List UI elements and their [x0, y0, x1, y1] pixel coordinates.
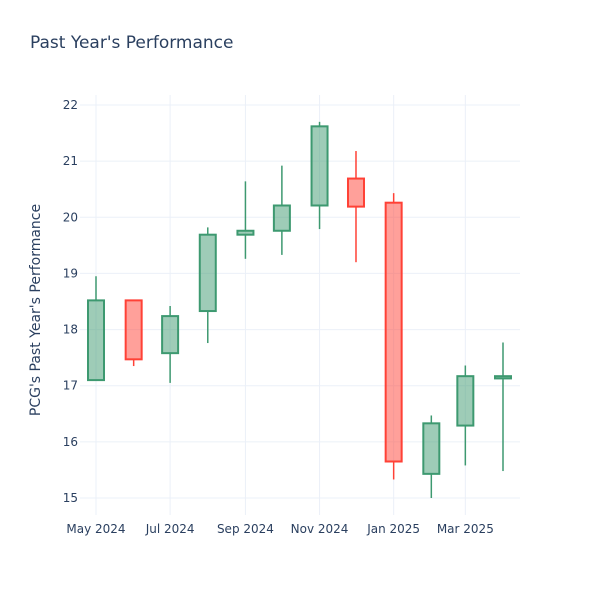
x-tick-label: Mar 2025 — [437, 522, 494, 536]
y-tick-label: 16 — [63, 435, 78, 449]
candle-decreasing — [384, 193, 403, 480]
candle-body — [310, 125, 329, 207]
candle-increasing — [198, 227, 217, 344]
x-tick-label: Nov 2024 — [291, 522, 349, 536]
x-tick-labels: May 2024 Jul 2024 Sep 2024 Nov 2024 Jan 2025… — [66, 522, 493, 536]
candle-increasing — [456, 365, 475, 466]
x-tick-label: Sep 2024 — [217, 522, 274, 536]
candle-increasing — [272, 165, 291, 255]
candle-increasing — [310, 121, 329, 230]
candle-increasing — [161, 305, 180, 383]
grid-lines — [80, 95, 520, 515]
candle-increasing — [87, 276, 105, 382]
candle-body — [346, 177, 365, 208]
candle-body — [272, 204, 291, 232]
y-tick-label: 19 — [63, 266, 78, 280]
candle-body — [124, 299, 143, 361]
candle-body — [422, 422, 441, 475]
candle-increasing — [422, 415, 441, 498]
candle-body — [384, 201, 403, 463]
y-tick-label: 18 — [63, 323, 78, 337]
candle-increasing — [236, 181, 255, 259]
y-tick-label: 22 — [63, 98, 78, 112]
x-tick-label: May 2024 — [66, 522, 125, 536]
candle-body — [456, 375, 475, 427]
candle-increasing — [494, 342, 512, 472]
candles — [87, 121, 512, 498]
y-tick-label: 15 — [63, 491, 78, 505]
candle-decreasing — [124, 299, 143, 367]
chart-title: Past Year's Performance — [30, 33, 234, 53]
candle-body — [236, 229, 255, 236]
x-tick-label: Jul 2024 — [145, 522, 195, 536]
y-tick-label: 17 — [63, 379, 78, 393]
candle-decreasing — [346, 151, 365, 263]
y-tick-labels: 15 16 17 18 19 20 21 22 — [63, 98, 78, 505]
candle-body — [198, 233, 217, 313]
x-tick-label: Jan 2025 — [366, 522, 420, 536]
candle-body — [494, 375, 512, 380]
y-tick-label: 20 — [63, 210, 78, 224]
candle-body — [161, 315, 180, 355]
y-tick-label: 21 — [63, 154, 78, 168]
candle-body — [87, 299, 105, 382]
